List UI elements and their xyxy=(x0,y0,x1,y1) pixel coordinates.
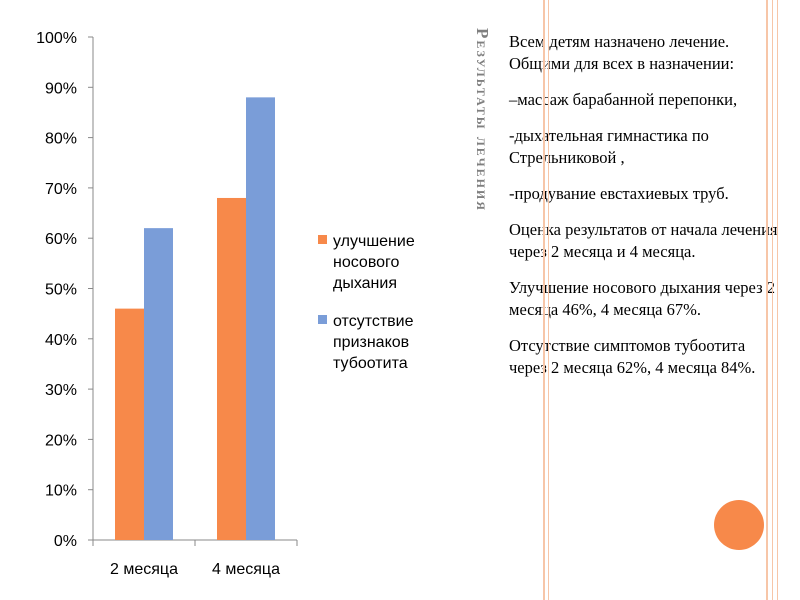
decor-line-4 xyxy=(772,0,773,600)
paragraph-2: –массаж барабанной перепонки, xyxy=(509,90,738,109)
slide-title: Результаты лечения xyxy=(473,28,492,212)
y-tick-label: 80% xyxy=(45,131,77,148)
y-tick-label: 70% xyxy=(45,181,77,198)
paragraph-1: Всем детям назначено лечение. Общими для… xyxy=(509,32,735,73)
paragraph-6: Улучшение носового дыхания через 2 месяц… xyxy=(509,278,775,319)
x-tick-label: 4 месяца xyxy=(212,561,280,578)
y-tick-label: 40% xyxy=(45,332,77,349)
legend-swatch-1 xyxy=(318,235,327,244)
decor-line-5 xyxy=(777,0,778,600)
legend-label-2: признаков xyxy=(333,334,409,351)
bar-2-1 xyxy=(144,228,173,540)
y-tick-label: 90% xyxy=(45,80,77,97)
bar-2-2 xyxy=(246,97,275,541)
bar-1-1 xyxy=(115,308,144,540)
paragraph-5: Оценка результатов от начала лечения чер… xyxy=(509,220,778,261)
decor-line-3 xyxy=(766,0,768,600)
y-tick-label: 0% xyxy=(54,533,77,550)
decor-line-2 xyxy=(548,0,549,600)
decor-circle xyxy=(714,500,764,550)
legend-label-2: отсутствие xyxy=(333,313,414,330)
y-tick-label: 50% xyxy=(45,282,77,299)
paragraph-7: Отсутствие симптомов тубоотита через 2 м… xyxy=(509,336,756,377)
y-tick-label: 60% xyxy=(45,231,77,248)
y-tick-label: 20% xyxy=(45,432,77,449)
legend-label-2: тубоотита xyxy=(333,355,408,372)
decor-line-1 xyxy=(543,0,545,600)
legend-label-1: улучшение xyxy=(333,233,415,250)
legend-label-1: носового xyxy=(333,254,400,271)
x-tick-label: 2 месяца xyxy=(110,561,178,578)
bar-1-2 xyxy=(217,197,246,540)
bar-chart: 0% 10% 20% 30% 40% 50% 60% 70% 80% 90% 100% 2 месяц… xyxy=(36,30,415,578)
legend-label-1: дыхания xyxy=(333,275,397,292)
paragraph-3: -дыхательная гимнастика по Стрельниковой… xyxy=(509,126,709,167)
y-tick-label: 30% xyxy=(45,382,77,399)
paragraph-4: -продувание евстахиевых труб. xyxy=(509,184,729,203)
y-tick-label: 10% xyxy=(45,483,77,500)
legend-swatch-2 xyxy=(318,315,327,324)
slide-body-text: Всем детям назначено лечение. Общими для… xyxy=(509,31,784,393)
y-tick-label: 100% xyxy=(36,30,77,47)
